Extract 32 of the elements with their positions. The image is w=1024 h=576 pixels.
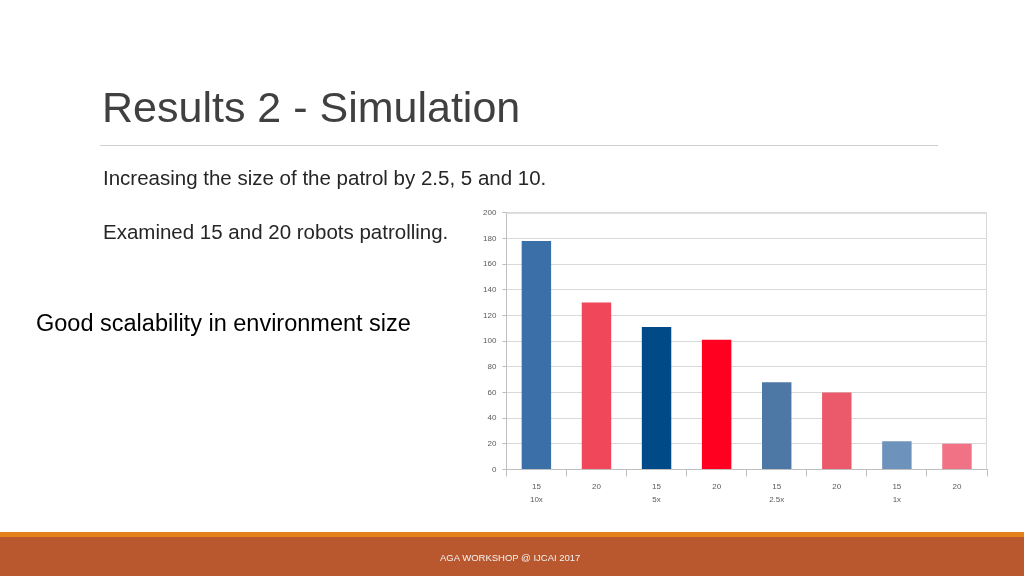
bar bbox=[701, 339, 732, 469]
bar bbox=[521, 241, 552, 469]
y-tick-label: 160 bbox=[482, 259, 497, 269]
x-tick-label: 15 1x bbox=[892, 482, 902, 504]
y-tick-label: 60 bbox=[487, 387, 497, 397]
y-tick-label: 140 bbox=[482, 284, 497, 294]
x-tick-label: 20 bbox=[832, 482, 842, 491]
bar bbox=[762, 382, 792, 469]
bar bbox=[641, 326, 672, 469]
bar bbox=[882, 441, 912, 469]
x-tick-label: 15 10x bbox=[529, 482, 543, 504]
y-tick-label: 40 bbox=[487, 413, 497, 423]
y-tick-label: 20 bbox=[487, 438, 497, 448]
x-tick-label: 20 bbox=[712, 482, 722, 491]
chart-title: Results 2 - Simulation bbox=[102, 83, 521, 132]
bar bbox=[822, 392, 852, 469]
text: Increasing the size of the patrol by 2.5, 5 and 10. bbox=[103, 166, 547, 191]
x-tick-label: 15 5x bbox=[652, 482, 662, 504]
y-tick-label: 80 bbox=[487, 361, 497, 371]
y-tick-label: 100 bbox=[482, 336, 497, 346]
y-tick-label: 0 bbox=[491, 464, 497, 474]
text: AGA WORKSHOP @ IJCAI 2017 bbox=[440, 552, 581, 564]
y-tick-label: 120 bbox=[482, 310, 497, 320]
y-tick-label: 180 bbox=[482, 233, 497, 243]
bar bbox=[942, 443, 972, 469]
x-tick-label: 20 bbox=[952, 482, 962, 491]
text: Good scalability in environment size bbox=[36, 309, 411, 338]
y-tick-label: 200 bbox=[482, 208, 497, 217]
x-tick-label: 15 2.5x bbox=[769, 482, 785, 504]
bar bbox=[581, 302, 612, 469]
text: Examined 15 and 20 robots patrolling. bbox=[103, 220, 449, 245]
x-tick-label: 20 bbox=[592, 482, 602, 491]
